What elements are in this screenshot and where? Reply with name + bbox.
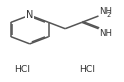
Text: HCl: HCl: [79, 65, 95, 74]
Text: 2: 2: [106, 12, 110, 18]
Text: NH: NH: [99, 7, 112, 16]
Text: N: N: [26, 10, 33, 20]
Text: NH: NH: [99, 29, 112, 38]
Text: HCl: HCl: [14, 65, 30, 74]
